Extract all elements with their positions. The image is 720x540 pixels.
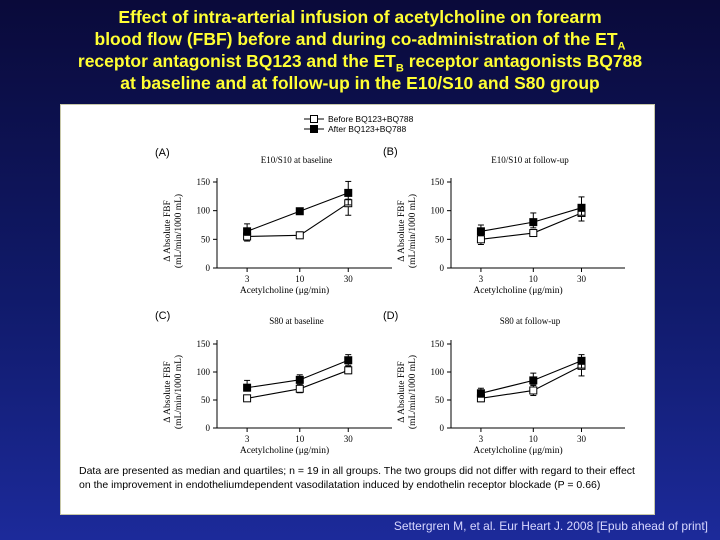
data-point-after (344, 356, 353, 365)
y-tick-label: 150 (197, 339, 211, 349)
title-line-3-tail: receptor antagonists BQ788 (403, 51, 643, 71)
y-tick-label: 0 (440, 423, 445, 433)
data-point-before (476, 235, 485, 244)
data-point-after (529, 218, 538, 227)
y-tick-label: 50 (435, 234, 445, 244)
citation: Settergren M, et al. Eur Heart J. 2008 [… (393, 519, 708, 533)
x-tick-label: 3 (479, 274, 484, 284)
x-tick-label: 10 (529, 434, 539, 444)
data-point-after (243, 383, 252, 392)
figure-caption: Data are presented as median and quartil… (79, 465, 635, 491)
title-line-2-subscript: A (617, 40, 626, 53)
y-tick-label: 100 (197, 206, 211, 216)
x-tick-label: 30 (344, 274, 354, 284)
x-axis-title: Acetylcholine (μg/min) (240, 445, 329, 456)
data-point-after (295, 207, 304, 216)
data-point-before (243, 394, 252, 403)
x-tick-label: 3 (245, 274, 250, 284)
title-line-1: Effect of intra-arterial infusion of ace… (118, 7, 602, 27)
title-line-3-text: receptor antagonist BQ123 and the ET (77, 51, 396, 71)
panel-letter: (A) (155, 147, 170, 159)
x-tick-label: 3 (479, 434, 484, 444)
panel-letter: (B) (383, 146, 398, 158)
x-tick-label: 30 (344, 434, 354, 444)
title-line-4: at baseline and at follow-up in the E10/… (120, 73, 600, 93)
y-axis-title-units: (mL/min/1000 mL) (173, 194, 184, 268)
y-tick-label: 50 (201, 395, 211, 405)
legend-marker-filled (310, 125, 318, 133)
data-point-after (476, 227, 485, 236)
x-tick-label: 10 (529, 274, 539, 284)
legend-label: After BQ123+BQ788 (328, 124, 406, 134)
x-tick-label: 10 (295, 274, 305, 284)
data-point-after (295, 375, 304, 384)
y-tick-label: 100 (431, 206, 445, 216)
x-tick-label: 30 (577, 274, 587, 284)
data-point-before (295, 231, 304, 240)
y-axis-title: Δ Absolute FBF (397, 200, 407, 262)
y-tick-label: 150 (431, 177, 445, 187)
legend-label: Before BQ123+BQ788 (328, 114, 414, 124)
x-axis-title: Acetylcholine (μg/min) (240, 285, 329, 296)
y-tick-label: 50 (435, 395, 445, 405)
y-tick-label: 150 (197, 177, 211, 187)
plot-title: S80 at follow-up (500, 316, 561, 326)
plot-title: S80 at baseline (269, 316, 324, 326)
y-axis-title: Δ Absolute FBF (163, 361, 173, 423)
y-axis-title: Δ Absolute FBF (163, 200, 173, 262)
y-axis-title-units: (mL/min/1000 mL) (407, 194, 418, 268)
y-axis-title-units: (mL/min/1000 mL) (173, 355, 184, 429)
data-point-after (344, 188, 353, 197)
panel-letter: (D) (383, 310, 398, 322)
plot-title: E10/S10 at follow-up (491, 155, 569, 165)
y-tick-label: 100 (197, 367, 211, 377)
data-point-before (344, 366, 353, 375)
data-point-after (476, 389, 485, 398)
title-line-2-text: blood flow (FBF) before and during co-ad… (94, 29, 618, 49)
y-tick-label: 150 (431, 339, 445, 349)
y-tick-label: 100 (431, 367, 445, 377)
y-tick-label: 0 (206, 263, 211, 273)
x-axis-title: Acetylcholine (μg/min) (473, 285, 562, 296)
y-tick-label: 0 (206, 423, 211, 433)
title-line-3: receptor antagonist BQ123 and the ETB re… (0, 50, 720, 75)
data-point-before (529, 386, 538, 395)
data-point-after (243, 227, 252, 236)
x-tick-label: 30 (577, 434, 587, 444)
figure-panel: Before BQ123+BQ788 After BQ123+BQ788 (A) E1… (60, 104, 655, 515)
data-point-after (577, 356, 586, 365)
y-tick-label: 50 (201, 234, 211, 244)
data-point-after (529, 376, 538, 385)
plot-title: E10/S10 at baseline (261, 155, 333, 165)
panel-letter: (C) (155, 310, 170, 322)
legend-marker-open (310, 115, 318, 123)
x-tick-label: 10 (295, 434, 305, 444)
slide-title: Effect of intra-arterial infusion of ace… (0, 6, 720, 94)
y-tick-label: 0 (440, 263, 445, 273)
title-line-2: blood flow (FBF) before and during co-ad… (0, 28, 720, 53)
data-point-before (529, 229, 538, 238)
data-point-after (577, 203, 586, 212)
title-line-3-subscript: B (395, 62, 404, 75)
y-axis-title: Δ Absolute FBF (397, 361, 407, 423)
data-point-before (295, 384, 304, 393)
x-tick-label: 3 (245, 434, 250, 444)
y-axis-title-units: (mL/min/1000 mL) (407, 355, 418, 429)
x-axis-title: Acetylcholine (μg/min) (473, 445, 562, 456)
